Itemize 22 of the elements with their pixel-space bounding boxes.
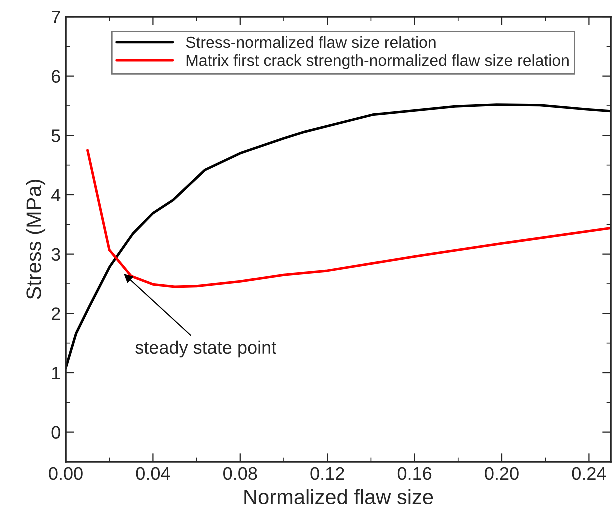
line-series: [66, 104, 611, 370]
x-tick-label: 0.20: [485, 467, 519, 480]
y-axis-title: Stress (MPa): [26, 180, 46, 300]
y-tick-label: 1: [52, 367, 60, 380]
line-series: [86, 149, 611, 288]
x-tick-label: 0.00: [49, 467, 83, 480]
legend-label: Matrix first crack strength-normalized flaw size relation: [186, 54, 569, 70]
legend-label: Stress-normalized flaw size relation: [186, 36, 436, 48]
y-tick-label: 3: [52, 248, 60, 262]
x-tick-label: 0.08: [224, 467, 258, 480]
y-tick-label: 7: [52, 11, 60, 24]
y-tick-label: 0: [52, 426, 60, 440]
y-tick-label: 6: [52, 70, 60, 84]
x-tick-label: 0.04: [136, 467, 170, 480]
x-tick-label: 0.16: [398, 467, 432, 480]
x-tick-label: 0.24: [572, 467, 606, 480]
x-axis-title: Normalized flaw size: [244, 489, 434, 505]
y-tick-label: 5: [52, 130, 60, 142]
y-tick-label: 2: [52, 308, 60, 320]
x-tick-label: 0.12: [310, 467, 344, 480]
annotation: steady state point: [136, 340, 276, 358]
y-tick-label: 4: [52, 189, 61, 202]
